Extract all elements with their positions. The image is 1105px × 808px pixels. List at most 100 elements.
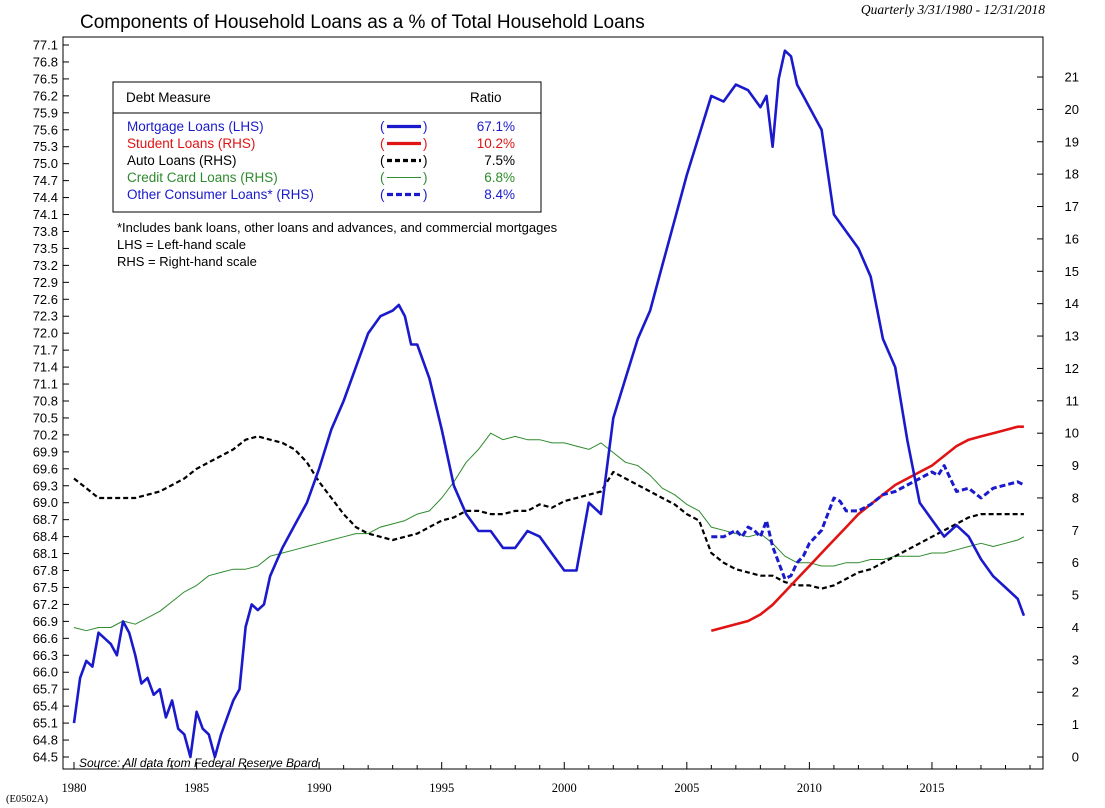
x-tick-label: 2015 — [919, 781, 944, 795]
legend-value: 8.4% — [484, 187, 515, 202]
legend-paren-open: ( — [380, 153, 385, 168]
note-line-2: LHS = Left-hand scale — [117, 237, 246, 252]
x-axis: 1980 1985 1990 1995 2000 2005 2010 2015 — [62, 762, 1031, 795]
y-left-tick-label: 74.1 — [33, 207, 58, 222]
y-left-tick-label: 64.8 — [33, 733, 58, 748]
y-left-tick-label: 73.2 — [33, 258, 58, 273]
source-note: Source: All data from Federal Reserve Bo… — [79, 756, 318, 770]
y-right-tick-label: 18 — [1065, 167, 1079, 182]
y-left-tick-label: 72.3 — [33, 309, 58, 324]
legend-paren-open: ( — [380, 187, 385, 202]
y-left-tick-label: 74.4 — [33, 190, 58, 205]
y-left-tick-label: 67.2 — [33, 597, 58, 612]
y-left-tick-label: 68.1 — [33, 546, 58, 561]
y-right-tick-label: 19 — [1065, 134, 1079, 149]
y-left-tick-label: 75.9 — [33, 105, 58, 120]
legend-header-value: Ratio — [470, 90, 502, 105]
y-left-tick-label: 71.4 — [33, 360, 58, 375]
y-right-tick-label: 3 — [1072, 652, 1079, 667]
y-left-tick-label: 72.0 — [33, 326, 58, 341]
legend-paren-open: ( — [380, 119, 385, 134]
y-right-tick-label: 15 — [1065, 264, 1079, 279]
y-right-tick-label: 7 — [1072, 523, 1079, 538]
legend-header-label: Debt Measure — [126, 90, 211, 105]
y-right-tick-label: 6 — [1072, 555, 1079, 570]
chart-code: (E0502A) — [6, 794, 48, 805]
y-left-tick-label: 71.7 — [33, 343, 58, 358]
legend-paren-close: ) — [423, 187, 428, 202]
legend-box — [112, 81, 542, 213]
y-left-tick-label: 69.3 — [33, 478, 58, 493]
y-right-tick-label: 8 — [1072, 490, 1079, 505]
y-left-tick-label: 66.6 — [33, 631, 58, 646]
y-right-tick-label: 1 — [1072, 717, 1079, 732]
chart-title: Components of Household Loans as a % of … — [80, 12, 645, 33]
y-right-tick-label: 11 — [1066, 393, 1080, 408]
y-right-tick-label: 2 — [1072, 685, 1079, 700]
legend-label: Auto Loans (RHS) — [127, 153, 237, 168]
y-left-tick-label: 65.4 — [33, 699, 58, 714]
y-left-tick-label: 69.9 — [33, 444, 58, 459]
y-left-tick-label: 75.3 — [33, 139, 58, 154]
legend-value: 10.2% — [477, 136, 515, 151]
y-left-tick-label: 67.5 — [33, 580, 58, 595]
x-tick-label: 2010 — [797, 781, 822, 795]
notes: *Includes bank loans, other loans and ad… — [117, 220, 558, 269]
y-left-tick-label: 69.6 — [33, 461, 58, 476]
legend-paren-close: ) — [423, 170, 428, 185]
y-right-tick-label: 17 — [1065, 199, 1079, 214]
y-right-tick-label: 13 — [1065, 329, 1079, 344]
y-left-tick-label: 68.4 — [33, 529, 58, 544]
y-left-tick-label: 65.1 — [33, 716, 58, 731]
y-left-tick-label: 76.5 — [33, 71, 58, 86]
y-right-tick-label: 10 — [1065, 426, 1079, 441]
legend-rows: Mortgage Loans (LHS) () 67.1% Student Loans… — [127, 119, 515, 202]
x-tick-label: 1985 — [184, 781, 209, 795]
y-left-tick-label: 66.3 — [33, 648, 58, 663]
y-right-tick-label: 5 — [1072, 588, 1079, 603]
note-line-3: RHS = Right-hand scale — [117, 254, 257, 269]
legend-paren-close: ) — [423, 153, 428, 168]
y-left-tick-label: 76.8 — [33, 54, 58, 69]
plot-frame — [62, 36, 1044, 770]
y-left-axis: 77.176.8 76.5 76.2 75.9 75.6 75.3 75.0 74.7 74.4… — [33, 38, 69, 765]
y-left-tick-label: 67.8 — [33, 563, 58, 578]
x-tick-label: 2000 — [552, 781, 577, 795]
y-left-tick-label: 66.0 — [33, 665, 58, 680]
note-line-1: *Includes bank loans, other loans and ad… — [117, 220, 558, 235]
legend-label: Mortgage Loans (LHS) — [127, 119, 264, 134]
y-right-tick-label: 4 — [1072, 620, 1079, 635]
y-left-tick-label: 68.7 — [33, 512, 58, 527]
y-left-tick-label: 65.7 — [33, 682, 58, 697]
y-left-tick-label: 70.5 — [33, 410, 58, 425]
legend: Debt Measure Ratio Mortgage Loans (LHS) (… — [112, 81, 542, 213]
y-right-tick-label: 16 — [1065, 231, 1079, 246]
y-right-tick-label: 14 — [1065, 296, 1079, 311]
series-line-mortgage-loans — [72, 49, 1026, 759]
legend-paren-close: ) — [423, 136, 428, 151]
y-left-tick-label: 75.0 — [33, 156, 58, 171]
y-left-tick-label: 72.6 — [33, 292, 58, 307]
x-tick-label: 1990 — [307, 781, 332, 795]
series-line-auto-loans — [73, 435, 1024, 590]
y-left-tick-label: 73.5 — [33, 241, 58, 256]
y-right-tick-label: 0 — [1072, 750, 1079, 765]
y-left-tick-label: 69.0 — [33, 495, 58, 510]
y-left-tick-label: 64.5 — [33, 750, 58, 765]
legend-paren-open: ( — [380, 136, 385, 151]
y-left-tick-label: 76.2 — [33, 88, 58, 103]
legend-value: 7.5% — [484, 153, 515, 168]
x-tick-label: 2005 — [674, 781, 699, 795]
y-left-tick-label: 71.1 — [33, 377, 58, 392]
y-left-tick-label: 72.9 — [33, 275, 58, 290]
series-line-credit-card-loans — [73, 432, 1025, 632]
legend-value: 6.8% — [484, 170, 515, 185]
legend-paren-open: ( — [380, 170, 385, 185]
y-left-tick-label: 70.8 — [33, 394, 58, 409]
x-tick-label: 1995 — [429, 781, 454, 795]
y-right-tick-label: 9 — [1072, 458, 1079, 473]
y-left-tick-label: 73.8 — [33, 224, 58, 239]
legend-value: 67.1% — [477, 119, 515, 134]
y-right-tick-label: 12 — [1065, 361, 1079, 376]
